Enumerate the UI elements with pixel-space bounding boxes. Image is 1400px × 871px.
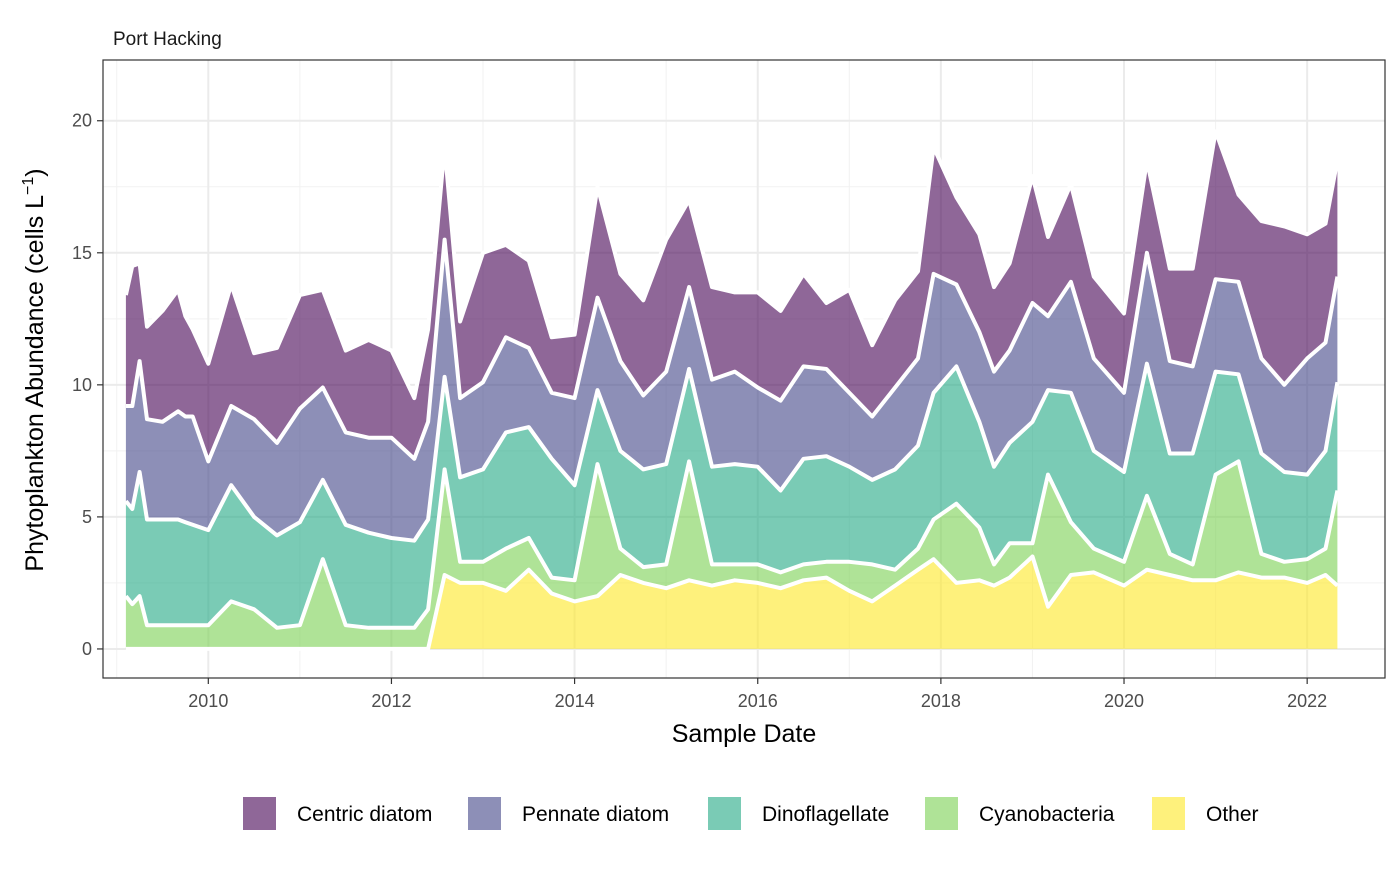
- legend-label: Cyanobacteria: [979, 803, 1115, 826]
- y-tick-label: 5: [82, 507, 92, 527]
- area-cyanobacteria: [125, 461, 1338, 649]
- area-other: [125, 556, 1338, 649]
- y-tick-label: 15: [72, 243, 92, 263]
- x-tick-label: 2020: [1104, 691, 1144, 711]
- y-axis-title: Phytoplankton Abundance (cells L−1): [20, 168, 49, 571]
- x-tick-label: 2014: [555, 691, 595, 711]
- x-tick-label: 2012: [371, 691, 411, 711]
- line-dinoflagellate: [124, 361, 1340, 543]
- line-layer: [123, 129, 1340, 651]
- x-tick-label: 2010: [188, 691, 228, 711]
- legend-swatch: [925, 797, 958, 830]
- legend-swatch: [1152, 797, 1185, 830]
- line-cyanobacteria: [124, 459, 1340, 630]
- legend-item-centric-diatom: Centric diatom: [243, 797, 432, 830]
- y-axis-title-main: Phytoplankton Abundance (cells L: [21, 195, 49, 572]
- x-tick-label: 2016: [738, 691, 778, 711]
- line-centric-diatom: [123, 129, 1340, 401]
- legend-label: Other: [1206, 803, 1259, 826]
- legend-label: Pennate diatom: [522, 803, 669, 826]
- y-axis-title-close: ): [21, 168, 49, 176]
- line-pennate-diatom: [125, 237, 1340, 464]
- area-dinoflagellate: [125, 363, 1338, 628]
- legend-swatch: [468, 797, 501, 830]
- legend-item-other: Other: [1152, 797, 1259, 830]
- x-axis: 2010 2012 2014 2016 2018 2020 2022: [188, 678, 1327, 711]
- legend-item-pennate-diatom: Pennate diatom: [468, 797, 669, 830]
- legend-swatch: [243, 797, 276, 830]
- y-axis-title-superscript: −1: [20, 177, 37, 195]
- area-centric-diatom: [125, 131, 1338, 462]
- panel-border: [102, 59, 1386, 679]
- y-tick-label: 10: [72, 375, 92, 395]
- legend-label: Dinoflagellate: [762, 803, 889, 826]
- x-tick-label: 2018: [921, 691, 961, 711]
- legend: Centric diatom Pennate diatom Dinoflagella…: [243, 797, 1259, 830]
- y-tick-label: 0: [82, 639, 92, 659]
- y-tick-label: 20: [72, 111, 92, 131]
- x-axis-title: Sample Date: [672, 720, 817, 748]
- area-pennate-diatom: [125, 239, 1338, 541]
- chart-title: Port Hacking: [113, 29, 222, 50]
- legend-item-dinoflagellate: Dinoflagellate: [708, 797, 889, 830]
- legend-swatch: [708, 797, 741, 830]
- area-layer: [125, 131, 1338, 649]
- x-tick-label: 2022: [1287, 691, 1327, 711]
- line-other: [125, 554, 1339, 651]
- legend-item-cyanobacteria: Cyanobacteria: [925, 797, 1115, 830]
- legend-label: Centric diatom: [297, 803, 432, 826]
- y-axis: 0 5 10 15 20: [72, 111, 103, 659]
